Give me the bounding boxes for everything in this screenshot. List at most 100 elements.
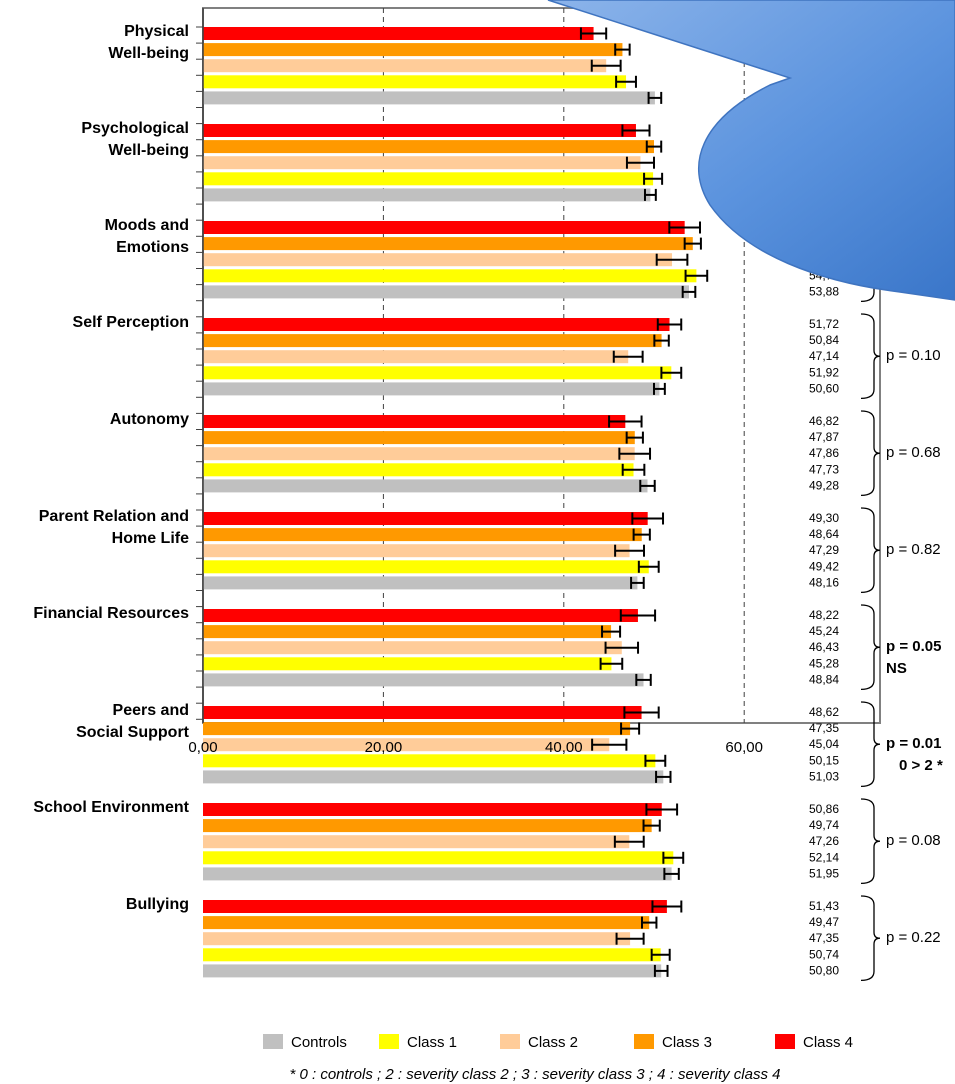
- value-label: 51,92: [809, 365, 839, 379]
- error-bar: [656, 318, 683, 331]
- value-label: 49,28: [809, 478, 839, 492]
- error-bar: [590, 59, 622, 72]
- bar: [203, 738, 610, 752]
- bar: [203, 819, 652, 833]
- error-bar: [663, 867, 680, 880]
- bar: [203, 334, 662, 348]
- x-tick-label: 60,00: [725, 739, 763, 756]
- p-value-label: p = 0.01: [886, 735, 941, 752]
- bar: [203, 851, 674, 865]
- speech-bubble-overlay: [547, 0, 955, 301]
- category-label: Psychological: [81, 120, 189, 137]
- bar: [203, 366, 672, 380]
- bar: [203, 27, 594, 40]
- bars: [203, 27, 709, 978]
- p-value-label: p = 0.08: [886, 832, 941, 849]
- bar: [203, 318, 670, 331]
- bar: [203, 512, 648, 525]
- legend-item: Class 1: [379, 1034, 457, 1051]
- x-tick-label: 40,00: [545, 739, 583, 756]
- legend-swatch: [379, 1034, 399, 1049]
- error-bar: [591, 738, 628, 751]
- bar: [203, 641, 622, 655]
- error-bar: [618, 447, 652, 460]
- group-brace: [860, 281, 875, 303]
- bar: [203, 754, 656, 768]
- error-bar: [639, 479, 656, 492]
- category-label: Self Perception: [73, 314, 189, 331]
- value-labels: 52,054,7053,8851,7250,8447,1451,9250,604…: [809, 252, 881, 982]
- error-bar: [643, 188, 657, 201]
- value-label: 50,84: [809, 333, 839, 347]
- error-bar: [623, 706, 660, 719]
- p-value-label: p = 0.05: [886, 638, 941, 655]
- bar: [203, 657, 612, 671]
- category-label: School Environment: [33, 799, 189, 816]
- group-brace: [860, 410, 881, 497]
- p-value-label: 0 > 2 *: [899, 757, 943, 774]
- error-bar: [645, 803, 679, 816]
- value-label: 50,74: [809, 947, 839, 961]
- p-value-label: p = 0.22: [886, 929, 941, 946]
- value-label: 47,73: [809, 462, 839, 476]
- error-bar: [613, 835, 645, 848]
- bar: [203, 124, 636, 137]
- error-bar: [660, 366, 683, 379]
- legend-label: Controls: [291, 1034, 347, 1051]
- bar: [203, 447, 635, 461]
- bar: [203, 706, 642, 719]
- bar: [203, 140, 654, 154]
- legend-swatch: [634, 1034, 654, 1049]
- bar: [203, 673, 644, 687]
- p-value-label: p = 0.68: [886, 444, 941, 461]
- value-label: 51,43: [809, 899, 839, 913]
- category-label: Social Support: [76, 724, 190, 741]
- error-bar: [651, 900, 683, 913]
- value-label: 48,16: [809, 575, 839, 589]
- legend-item: Class 3: [634, 1034, 712, 1051]
- bar: [203, 625, 612, 639]
- group-brace: [860, 507, 881, 594]
- value-label: 47,86: [809, 446, 839, 460]
- value-label: 45,28: [809, 656, 839, 670]
- value-label: 48,64: [809, 527, 839, 541]
- legend-item: Controls: [263, 1034, 347, 1051]
- group-brace: [860, 701, 881, 788]
- value-label: 47,26: [809, 834, 839, 848]
- error-bar: [620, 722, 641, 735]
- legend-swatch: [500, 1034, 520, 1049]
- p-value-label: p = 0.82: [886, 541, 941, 558]
- bar: [203, 867, 672, 881]
- error-bar: [631, 512, 665, 525]
- bar: [203, 770, 664, 784]
- error-bar: [684, 269, 709, 282]
- value-label: 52,14: [809, 850, 839, 864]
- value-label: 49,74: [809, 818, 839, 832]
- group-brace: [860, 798, 881, 885]
- error-bar: [619, 609, 657, 622]
- bar: [203, 560, 649, 574]
- category-label: Peers and: [113, 702, 189, 719]
- bar: [203, 237, 693, 251]
- bar: [203, 91, 655, 105]
- legend-label: Class 2: [528, 1034, 578, 1051]
- error-bar: [643, 172, 664, 185]
- error-bar: [608, 415, 643, 428]
- error-bar: [650, 948, 671, 961]
- legend-label: Class 1: [407, 1034, 457, 1051]
- bar: [203, 576, 638, 590]
- error-bar: [662, 851, 685, 864]
- value-label: 48,84: [809, 672, 839, 686]
- legend-swatch: [775, 1034, 795, 1049]
- legend-swatch: [263, 1034, 283, 1049]
- p-values: p = 0.10 p = 0.68 p = 0.82 p = 0.05 NS p = 0.…: [886, 347, 943, 946]
- error-bar: [647, 91, 663, 104]
- category-labels: Physical Well-being Psychological Well-bein…: [33, 23, 189, 913]
- value-label: 50,86: [809, 802, 839, 816]
- bar: [203, 948, 661, 962]
- value-label: 49,42: [809, 559, 839, 573]
- bar: [203, 156, 641, 170]
- category-label: Well-being: [108, 45, 189, 62]
- bar: [203, 415, 626, 428]
